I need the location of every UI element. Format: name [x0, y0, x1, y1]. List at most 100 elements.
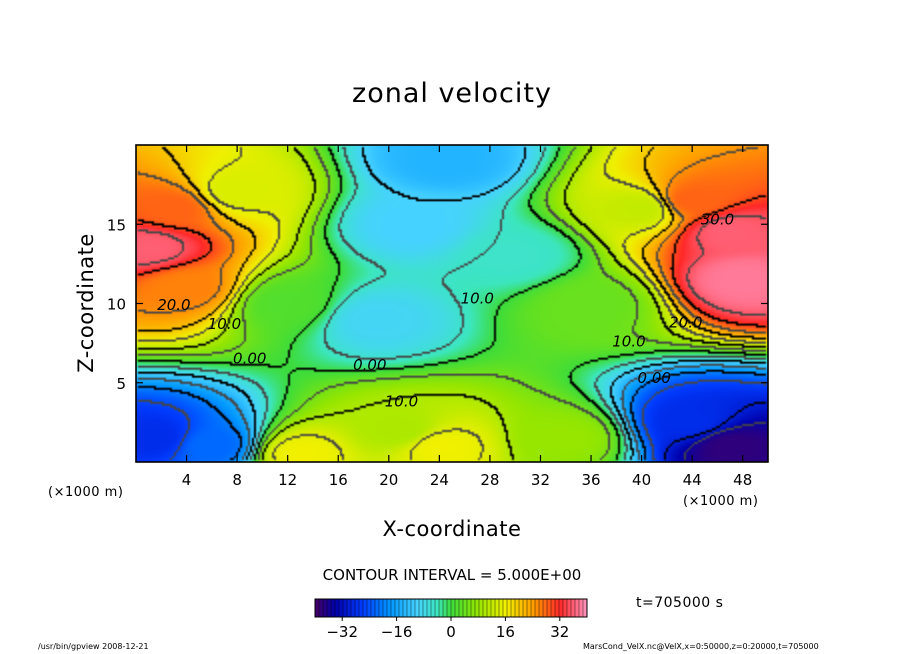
- x-tick-label: 40: [632, 471, 651, 489]
- x-tick-label: 12: [278, 471, 297, 489]
- colorbar-cell: [522, 598, 528, 618]
- colorbar-cell: [506, 598, 512, 618]
- contour-labels: 20.0 10.0 0.00 0.00 10.0 10.0 30.0 20.0 10.0 0.00: [157, 210, 734, 410]
- colorbar-cell: [558, 598, 564, 618]
- x-tick-label: 16: [329, 471, 348, 489]
- colorbar-cell: [498, 598, 504, 618]
- colorbar-cell: [482, 598, 488, 618]
- y-axis-label: Z-coordinate: [74, 233, 98, 373]
- x-tick-label: 44: [683, 471, 702, 489]
- colorbar-cell: [466, 598, 472, 618]
- colorbar-cell: [314, 598, 320, 618]
- colorbar-cell: [562, 598, 568, 618]
- colorbar-cell: [546, 598, 552, 618]
- chart-title: zonal velocity: [352, 78, 552, 109]
- x-tick-label: 4: [182, 471, 192, 489]
- colorbar-cell: [342, 598, 348, 618]
- colorbar-tick-label: 16: [496, 623, 515, 641]
- colorbar-cell: [338, 598, 344, 618]
- footer-right: MarsCond_VelX.nc@VelX,x=0:50000,z=0:2000…: [583, 642, 819, 651]
- contour-label: 0.00: [353, 356, 386, 374]
- colorbar-cell: [514, 598, 520, 618]
- colorbar-cell: [478, 598, 484, 618]
- contour-label: 20.0: [669, 313, 702, 331]
- time-label: t=705000 s: [636, 595, 724, 611]
- x-unit-label: (×1000 m): [48, 485, 123, 500]
- colorbar-cell: [570, 598, 576, 618]
- y-tick-label: 15: [107, 216, 126, 234]
- colorbar-cell: [450, 598, 456, 618]
- contour-label: 10.0: [612, 332, 645, 350]
- colorbar-cell: [578, 598, 584, 618]
- colorbar-cell: [462, 598, 468, 618]
- colorbar-cell: [490, 598, 496, 618]
- colorbar-cell: [510, 598, 516, 618]
- contour-label: 10.0: [461, 290, 494, 308]
- colorbar-cell: [414, 598, 420, 618]
- colorbar-cell: [430, 598, 436, 618]
- colorbar-cell: [458, 598, 464, 618]
- colorbar-cell: [518, 598, 524, 618]
- z-unit-label: (×1000 m): [683, 494, 758, 509]
- colorbar-cell: [422, 598, 428, 618]
- heatmap-image: [136, 145, 768, 462]
- colorbar-cell: [402, 598, 408, 618]
- colorbar-cell: [362, 598, 368, 618]
- heatmap-field: [136, 145, 768, 462]
- contour-interval: CONTOUR INTERVAL = 5.000E+00: [322, 566, 582, 584]
- x-tick-label: 48: [733, 471, 752, 489]
- colorbar-cell: [398, 598, 404, 618]
- y-tick-label: 5: [116, 375, 126, 393]
- colorbar-cell: [426, 598, 432, 618]
- colorbar-cell: [566, 598, 572, 618]
- colorbar-cell: [526, 598, 532, 618]
- colorbar-cell: [530, 598, 536, 618]
- x-tick-label: 24: [430, 471, 449, 489]
- colorbar-cell: [410, 598, 416, 618]
- colorbar-cell: [454, 598, 460, 618]
- colorbar-cell: [358, 598, 364, 618]
- colorbar-cell: [438, 598, 444, 618]
- colorbar-tick-label: −16: [381, 623, 413, 641]
- colorbar-tick-label: 0: [446, 623, 456, 641]
- colorbar-cell: [406, 598, 412, 618]
- colorbar-cell: [382, 598, 388, 618]
- contour-label: 10.0: [385, 393, 418, 411]
- colorbar-cell: [322, 598, 328, 618]
- colorbar: −32 −16 0 16 32: [314, 598, 588, 641]
- colorbar-cell: [550, 598, 556, 618]
- contour-label: 20.0: [157, 296, 190, 314]
- colorbar-cell: [394, 598, 400, 618]
- x-tick-label: 36: [581, 471, 600, 489]
- colorbar-cell: [418, 598, 424, 618]
- colorbar-cell: [486, 598, 492, 618]
- contour-label: 10.0: [208, 315, 241, 333]
- colorbar-cell: [326, 598, 332, 618]
- colorbar-tick-label: −32: [326, 623, 358, 641]
- contour-label: 0.00: [638, 369, 671, 387]
- colorbar-cell: [542, 598, 548, 618]
- contour-label: 30.0: [701, 210, 734, 228]
- colorbar-cell: [534, 598, 540, 618]
- y-tick-label: 10: [107, 296, 126, 314]
- colorbar-cell: [474, 598, 480, 618]
- colorbar-cell: [374, 598, 380, 618]
- x-tick-label: 20: [379, 471, 398, 489]
- colorbar-cell: [574, 598, 580, 618]
- colorbar-cell: [330, 598, 336, 618]
- footer-left: /usr/bin/gpview 2008-12-21: [38, 642, 149, 651]
- x-tick-label: 28: [480, 471, 499, 489]
- colorbar-cell: [494, 598, 500, 618]
- colorbar-cell: [434, 598, 440, 618]
- x-axis-label: X-coordinate: [383, 517, 522, 541]
- colorbar-cell: [334, 598, 340, 618]
- colorbar-cell: [470, 598, 476, 618]
- colorbar-cell: [370, 598, 376, 618]
- colorbar-cell: [346, 598, 352, 618]
- colorbar-cell: [378, 598, 384, 618]
- colorbar-cell: [554, 598, 560, 618]
- colorbar-cell: [354, 598, 360, 618]
- x-tick-label: 8: [232, 471, 242, 489]
- contour-label: 0.00: [233, 350, 266, 368]
